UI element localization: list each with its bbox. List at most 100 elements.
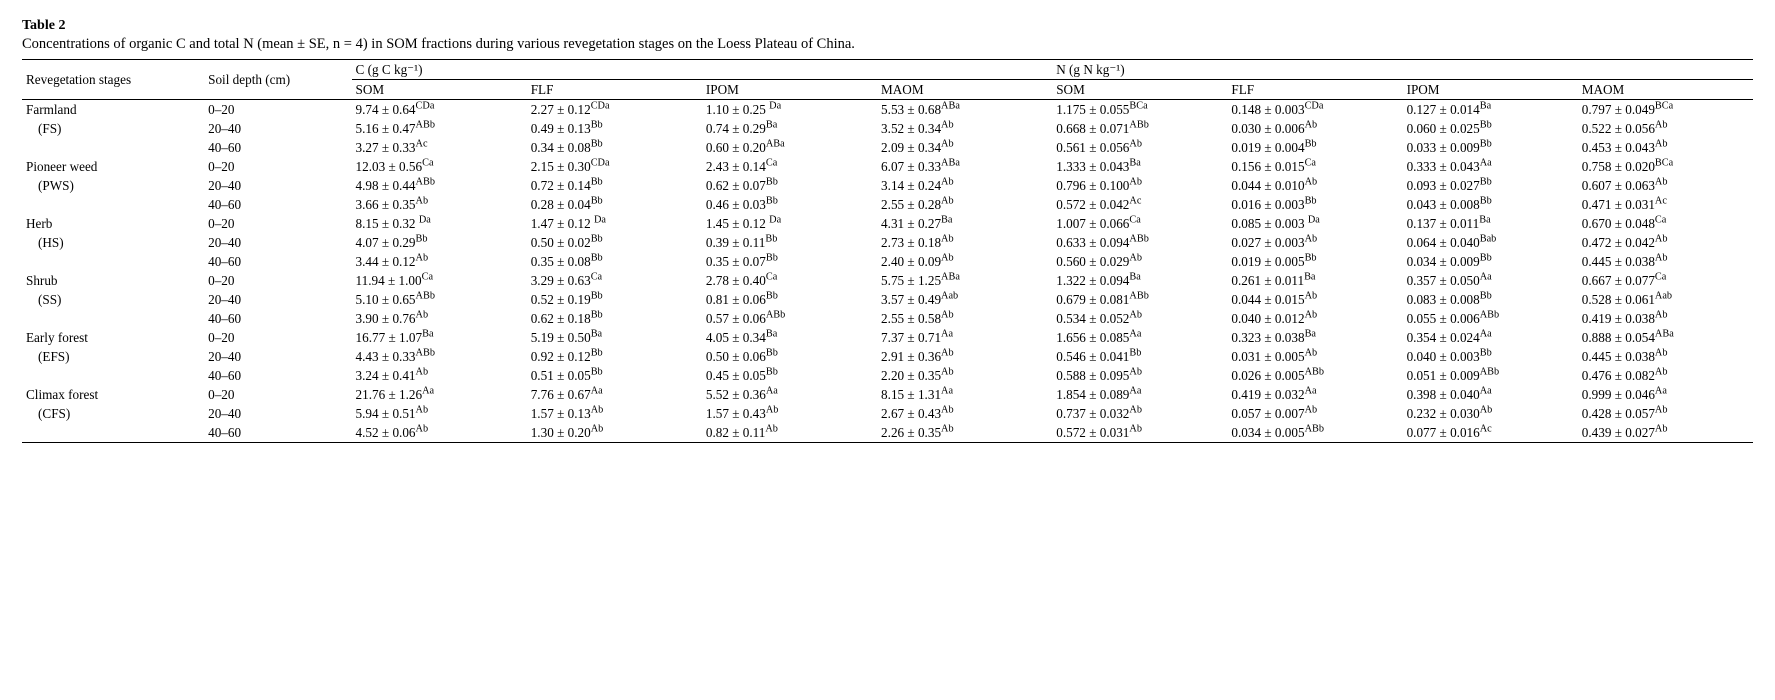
stage-cell: (CFS) [22,404,204,423]
value-cell: 0.35 ± 0.08Bb [527,252,702,271]
value-cell: 0.027 ± 0.003Ab [1227,233,1402,252]
value-cell: 3.44 ± 0.12Ab [352,252,527,271]
value-cell: 5.94 ± 0.51Ab [352,404,527,423]
stage-cell: (HS) [22,233,204,252]
depth-cell: 0–20 [204,157,351,176]
value-cell: 4.05 ± 0.34Ba [702,328,877,347]
value-cell: 0.62 ± 0.07Bb [702,176,877,195]
value-cell: 0.232 ± 0.030Ab [1403,404,1578,423]
value-cell: 1.45 ± 0.12 Da [702,214,877,233]
depth-cell: 0–20 [204,100,351,120]
value-cell: 7.76 ± 0.67Aa [527,385,702,404]
value-cell: 0.354 ± 0.024Aa [1403,328,1578,347]
table-row: Farmland0–209.74 ± 0.64CDa2.27 ± 0.12CDa… [22,100,1753,120]
value-cell: 0.472 ± 0.042Ab [1578,233,1753,252]
value-cell: 3.24 ± 0.41Ab [352,366,527,385]
stage-cell [22,423,204,443]
value-cell: 0.34 ± 0.08Bb [527,138,702,157]
value-cell: 8.15 ± 1.31Aa [877,385,1052,404]
value-cell: 0.040 ± 0.012Ab [1227,309,1402,328]
col-n-maom: MAOM [1578,80,1753,100]
depth-cell: 20–40 [204,176,351,195]
value-cell: 3.14 ± 0.24Ab [877,176,1052,195]
col-stage: Revegetation stages [22,60,204,100]
value-cell: 0.019 ± 0.005Bb [1227,252,1402,271]
col-c-maom: MAOM [877,80,1052,100]
stage-cell [22,195,204,214]
value-cell: 0.57 ± 0.06ABb [702,309,877,328]
value-cell: 0.453 ± 0.043Ab [1578,138,1753,157]
value-cell: 2.15 ± 0.30CDa [527,157,702,176]
value-cell: 0.127 ± 0.014Ba [1403,100,1578,120]
value-cell: 0.060 ± 0.025Bb [1403,119,1578,138]
value-cell: 0.445 ± 0.038Ab [1578,347,1753,366]
value-cell: 0.085 ± 0.003 Da [1227,214,1402,233]
value-cell: 2.09 ± 0.34Ab [877,138,1052,157]
value-cell: 8.15 ± 0.32 Da [352,214,527,233]
value-cell: 0.35 ± 0.07Bb [702,252,877,271]
value-cell: 2.78 ± 0.40Ca [702,271,877,290]
value-cell: 0.044 ± 0.015Ab [1227,290,1402,309]
table-body: Farmland0–209.74 ± 0.64CDa2.27 ± 0.12CDa… [22,100,1753,443]
value-cell: 0.156 ± 0.015Ca [1227,157,1402,176]
value-cell: 0.357 ± 0.050Aa [1403,271,1578,290]
value-cell: 2.40 ± 0.09Ab [877,252,1052,271]
value-cell: 2.55 ± 0.28Ab [877,195,1052,214]
value-cell: 0.572 ± 0.031Ab [1052,423,1227,443]
value-cell: 3.90 ± 0.76Ab [352,309,527,328]
value-cell: 9.74 ± 0.64CDa [352,100,527,120]
value-cell: 0.031 ± 0.005Ab [1227,347,1402,366]
value-cell: 0.796 ± 0.100Ab [1052,176,1227,195]
value-cell: 2.67 ± 0.43Ab [877,404,1052,423]
value-cell: 0.043 ± 0.008Bb [1403,195,1578,214]
value-cell: 0.46 ± 0.03Bb [702,195,877,214]
depth-cell: 20–40 [204,233,351,252]
stage-cell: Climax forest [22,385,204,404]
depth-cell: 40–60 [204,138,351,157]
value-cell: 5.75 ± 1.25ABa [877,271,1052,290]
value-cell: 1.47 ± 0.12 Da [527,214,702,233]
col-c-flf: FLF [527,80,702,100]
value-cell: 0.999 ± 0.046Aa [1578,385,1753,404]
table-row: Herb0–208.15 ± 0.32 Da1.47 ± 0.12 Da1.45… [22,214,1753,233]
value-cell: 0.398 ± 0.040Aa [1403,385,1578,404]
value-cell: 0.546 ± 0.041Bb [1052,347,1227,366]
value-cell: 0.74 ± 0.29Ba [702,119,877,138]
value-cell: 1.175 ± 0.055BCa [1052,100,1227,120]
value-cell: 0.093 ± 0.027Bb [1403,176,1578,195]
value-cell: 0.137 ± 0.011Ba [1403,214,1578,233]
value-cell: 0.077 ± 0.016Ac [1403,423,1578,443]
value-cell: 16.77 ± 1.07Ba [352,328,527,347]
depth-cell: 40–60 [204,366,351,385]
col-n-ipom: IPOM [1403,80,1578,100]
value-cell: 0.419 ± 0.032Aa [1227,385,1402,404]
value-cell: 5.16 ± 0.47ABb [352,119,527,138]
value-cell: 0.50 ± 0.02Bb [527,233,702,252]
value-cell: 0.445 ± 0.038Ab [1578,252,1753,271]
table-row: Pioneer weed0–2012.03 ± 0.56Ca2.15 ± 0.3… [22,157,1753,176]
value-cell: 0.064 ± 0.040Bab [1403,233,1578,252]
value-cell: 0.030 ± 0.006Ab [1227,119,1402,138]
value-cell: 0.148 ± 0.003CDa [1227,100,1402,120]
value-cell: 0.033 ± 0.009Bb [1403,138,1578,157]
table-number: Table 2 [22,18,1753,34]
value-cell: 0.528 ± 0.061Aab [1578,290,1753,309]
depth-cell: 20–40 [204,290,351,309]
table-row: (HS)20–404.07 ± 0.29Bb0.50 ± 0.02Bb0.39 … [22,233,1753,252]
value-cell: 0.419 ± 0.038Ab [1578,309,1753,328]
depth-cell: 20–40 [204,119,351,138]
depth-cell: 0–20 [204,214,351,233]
value-cell: 0.057 ± 0.007Ab [1227,404,1402,423]
value-cell: 5.10 ± 0.65ABb [352,290,527,309]
table-row: 40–603.24 ± 0.41Ab0.51 ± 0.05Bb0.45 ± 0.… [22,366,1753,385]
stage-cell: (SS) [22,290,204,309]
table-row: 40–603.44 ± 0.12Ab0.35 ± 0.08Bb0.35 ± 0.… [22,252,1753,271]
value-cell: 1.007 ± 0.066Ca [1052,214,1227,233]
value-cell: 0.62 ± 0.18Bb [527,309,702,328]
value-cell: 3.52 ± 0.34Ab [877,119,1052,138]
value-cell: 0.28 ± 0.04Bb [527,195,702,214]
value-cell: 4.31 ± 0.27Ba [877,214,1052,233]
value-cell: 2.20 ± 0.35Ab [877,366,1052,385]
data-table: Revegetation stages Soil depth (cm) C (g… [22,59,1753,443]
value-cell: 0.044 ± 0.010Ab [1227,176,1402,195]
